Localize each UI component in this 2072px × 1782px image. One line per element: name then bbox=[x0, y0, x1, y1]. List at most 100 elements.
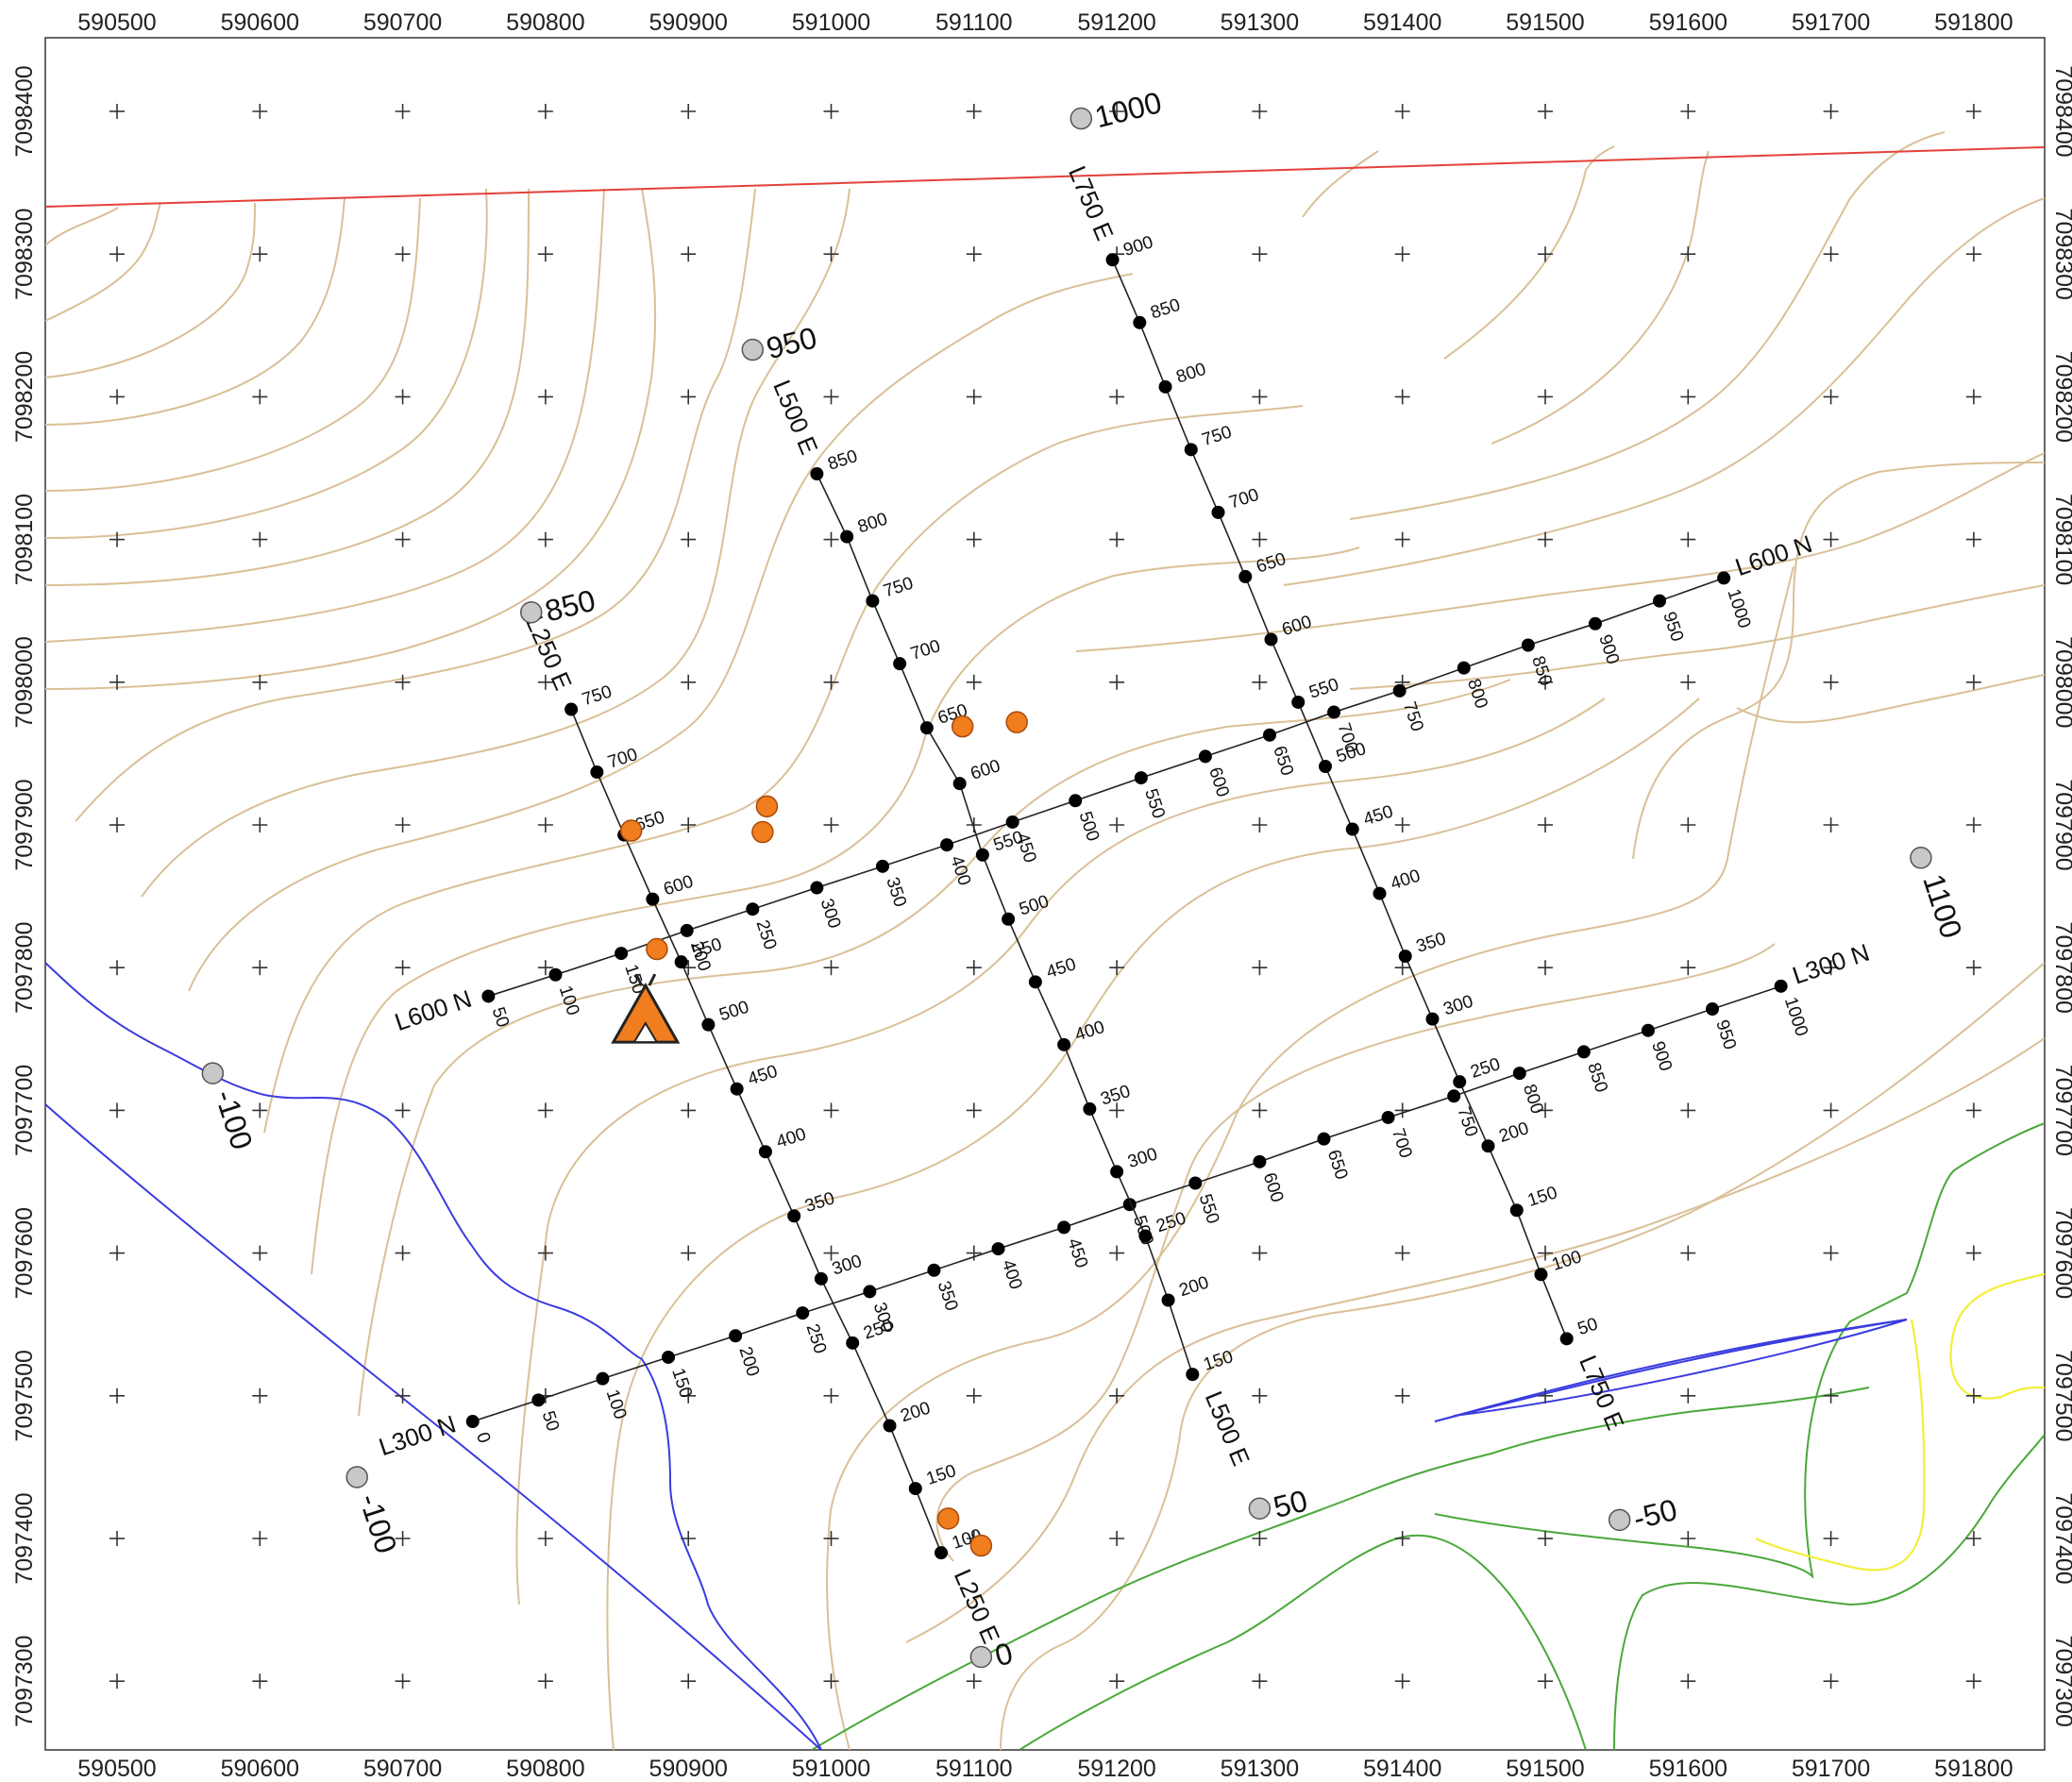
grid-cross bbox=[1965, 960, 1981, 976]
sample-point bbox=[751, 820, 774, 844]
grid-cross bbox=[1965, 1387, 1981, 1404]
y-tick-label: 7097500 bbox=[2050, 1350, 2072, 1441]
station-marker bbox=[927, 1263, 941, 1277]
station-marker bbox=[1509, 1203, 1524, 1218]
grid-cross bbox=[1680, 960, 1696, 976]
grid-cross bbox=[1823, 674, 1839, 690]
grid-cross bbox=[1252, 674, 1268, 690]
y-axis-right-labels: 7098400 7098300 7098200 7098100 7098000 70979… bbox=[2050, 65, 2072, 1727]
x-tick-label: 591400 bbox=[1363, 9, 1441, 36]
station-marker bbox=[1184, 443, 1198, 457]
contour-value: 50 bbox=[1270, 1483, 1310, 1524]
station-marker bbox=[875, 859, 889, 873]
grid-cross bbox=[395, 1531, 411, 1546]
grid-cross bbox=[537, 104, 553, 119]
station-marker bbox=[975, 848, 989, 862]
station-marker bbox=[1653, 594, 1667, 608]
station-marker bbox=[564, 702, 579, 716]
grid-cross bbox=[966, 674, 982, 690]
grid-cross bbox=[966, 1245, 982, 1261]
station-marker bbox=[908, 1482, 922, 1496]
grid-cross bbox=[966, 531, 982, 547]
station-marker bbox=[1110, 1165, 1124, 1179]
station-marker bbox=[1158, 379, 1172, 394]
grid-cross bbox=[1252, 1673, 1268, 1690]
grid-cross bbox=[252, 1245, 268, 1261]
x-tick-label: 591100 bbox=[935, 9, 1013, 36]
grid-cross bbox=[252, 1673, 268, 1690]
grid-cross bbox=[1538, 1531, 1553, 1546]
grid-cross bbox=[537, 960, 553, 976]
grid-cross bbox=[109, 1245, 125, 1261]
grid-cross bbox=[252, 1102, 268, 1118]
grid-cross bbox=[1109, 1245, 1125, 1261]
grid-cross bbox=[395, 674, 411, 690]
grid-cross bbox=[395, 246, 411, 262]
station-marker bbox=[1318, 760, 1332, 774]
grid-cross bbox=[1109, 817, 1125, 832]
station-marker bbox=[1211, 505, 1225, 519]
grid-cross bbox=[1965, 674, 1981, 690]
x-tick-label: 590700 bbox=[363, 9, 442, 36]
grid-cross bbox=[109, 1387, 125, 1404]
grid-cross bbox=[1252, 1387, 1268, 1404]
station-marker bbox=[1457, 661, 1471, 675]
grid-cross bbox=[1823, 246, 1839, 262]
grid-cross bbox=[1538, 1673, 1553, 1690]
station-marker bbox=[758, 1145, 772, 1159]
grid-cross bbox=[537, 246, 553, 262]
grid-cross bbox=[823, 531, 839, 547]
station-marker bbox=[1327, 705, 1341, 719]
grid-cross bbox=[1252, 1245, 1268, 1261]
grid-cross bbox=[1109, 1387, 1125, 1404]
sample-point bbox=[619, 819, 643, 842]
station-marker bbox=[1717, 571, 1731, 585]
station-marker bbox=[940, 838, 954, 852]
station-marker bbox=[1057, 1037, 1071, 1051]
station-marker bbox=[1188, 1176, 1203, 1190]
station-marker bbox=[1512, 1067, 1526, 1081]
grid-cross bbox=[1823, 104, 1839, 119]
y-tick-label: 7097800 bbox=[11, 922, 38, 1014]
grid-cross bbox=[1680, 1531, 1696, 1546]
grid-cross bbox=[1680, 1673, 1696, 1690]
station-marker bbox=[531, 1393, 546, 1407]
grid-cross bbox=[1252, 531, 1268, 547]
x-tick-label: 591100 bbox=[935, 1756, 1013, 1782]
station-marker bbox=[680, 923, 694, 937]
grid-crosses bbox=[109, 104, 1981, 1690]
grid-cross bbox=[537, 1531, 553, 1546]
grid-cross bbox=[109, 674, 125, 690]
x-tick-label: 590900 bbox=[649, 1756, 727, 1782]
station-marker bbox=[1774, 979, 1788, 993]
map-frame bbox=[44, 37, 2046, 1751]
grid-cross bbox=[109, 1102, 125, 1118]
station-marker bbox=[1002, 912, 1016, 926]
grid-cross bbox=[1109, 960, 1125, 976]
grid-cross bbox=[109, 817, 125, 832]
station-marker bbox=[1381, 1110, 1395, 1124]
low-elevation-contours bbox=[811, 1122, 2045, 1750]
y-tick-label: 7097700 bbox=[11, 1065, 38, 1156]
grid-cross bbox=[252, 674, 268, 690]
grid-cross bbox=[1680, 674, 1696, 690]
station-marker bbox=[893, 657, 907, 671]
contour-label: 50 bbox=[1248, 1483, 1311, 1524]
grid-cross bbox=[1965, 389, 1981, 405]
grid-cross bbox=[1394, 1102, 1410, 1118]
grid-cross bbox=[966, 104, 982, 119]
y-tick-label: 7098200 bbox=[11, 351, 38, 443]
station-marker bbox=[1105, 253, 1120, 267]
y-tick-label: 7097300 bbox=[2050, 1636, 2072, 1727]
grid-cross bbox=[823, 104, 839, 119]
topographic-contours bbox=[45, 131, 2045, 1750]
y-tick-label: 7098400 bbox=[2050, 65, 2072, 157]
station-marker bbox=[1083, 1101, 1097, 1116]
station-marker bbox=[1706, 1002, 1720, 1017]
station-marker bbox=[1005, 815, 1019, 829]
station-marker bbox=[1161, 1293, 1175, 1307]
grid-cross bbox=[1109, 531, 1125, 547]
x-tick-label: 591800 bbox=[1934, 1756, 2013, 1782]
station-marker bbox=[548, 967, 563, 982]
grid-cross bbox=[823, 1245, 839, 1261]
